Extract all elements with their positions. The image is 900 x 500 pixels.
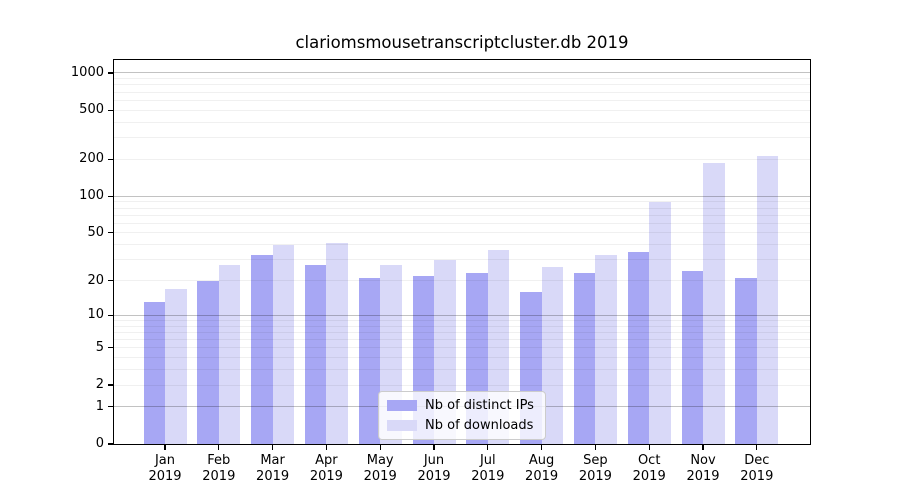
bar-downloads-dec <box>756 156 779 444</box>
x-tick-label: Jul 2019 <box>471 453 505 484</box>
gridline-minor <box>114 232 810 234</box>
gridline-minor <box>114 158 810 160</box>
gridline-minor <box>114 99 810 101</box>
x-tick-mark <box>594 445 596 450</box>
gridline-minor <box>114 259 810 261</box>
x-tick-mark <box>379 445 381 450</box>
gridline-minor <box>114 84 810 86</box>
plot-area: Nb of distinct IPs Nb of downloads <box>114 60 810 444</box>
x-tick-label: Jan 2019 <box>148 453 182 484</box>
gridline-minor <box>114 109 810 111</box>
legend-item-distinct-ips: Nb of distinct IPs <box>387 397 537 414</box>
gridline-minor <box>114 222 810 224</box>
x-tick-label: Oct 2019 <box>632 453 666 484</box>
gridline-minor <box>114 137 810 139</box>
x-tick-mark <box>272 445 274 450</box>
bar-ips-dec <box>735 278 757 444</box>
x-tick-label: May 2019 <box>363 453 397 484</box>
legend-item-downloads: Nb of downloads <box>387 417 537 434</box>
legend-label-ips: Nb of distinct IPs <box>425 398 534 413</box>
gridline-minor <box>114 331 810 333</box>
gridline-major <box>114 314 810 316</box>
y-tick-label: 1000 <box>70 64 104 80</box>
gridline-major <box>114 195 810 197</box>
y-tick-label: 5 <box>95 339 104 355</box>
bar-ips-feb <box>197 280 219 444</box>
gridline-minor <box>114 78 810 80</box>
bar-downloads-apr <box>326 243 348 444</box>
bar-downloads-mar <box>272 244 295 444</box>
gridline-minor <box>114 325 810 327</box>
x-tick-mark <box>487 445 489 450</box>
x-tick-label: Feb 2019 <box>202 453 236 484</box>
legend: Nb of distinct IPs Nb of downloads <box>378 391 546 440</box>
x-tick-mark <box>164 445 166 450</box>
gridline-minor <box>114 384 810 386</box>
x-tick-label: Nov 2019 <box>686 453 720 484</box>
gridline-minor <box>114 214 810 216</box>
x-tick-label: Jun 2019 <box>417 453 451 484</box>
y-tick-label: 0 <box>95 436 104 451</box>
x-tick-mark <box>433 445 435 450</box>
y-tick-label: 10 <box>87 307 104 323</box>
gridline-major <box>114 72 810 74</box>
bar-ips-sep <box>573 273 596 444</box>
chart-title: clariomsmousetranscriptcluster.db 2019 <box>295 33 629 52</box>
y-tick-label: 2 <box>95 377 104 392</box>
bar-ips-mar <box>251 254 273 444</box>
gridline-minor <box>114 369 810 371</box>
legend-swatch-downloads <box>387 420 417 431</box>
x-tick-label: Apr 2019 <box>309 453 343 484</box>
gridline-minor <box>114 244 810 246</box>
bar-downloads-feb <box>218 265 241 444</box>
gridline-minor <box>114 347 810 349</box>
gridline-minor <box>114 121 810 123</box>
bar-ips-jan <box>143 302 165 444</box>
gridline-minor <box>114 201 810 203</box>
x-tick-mark <box>702 445 704 450</box>
bar-downloads-sep <box>595 254 617 444</box>
bar-downloads-jan <box>165 288 187 444</box>
gridline-minor <box>114 357 810 359</box>
gridline-minor <box>114 280 810 281</box>
x-tick-mark <box>648 445 650 450</box>
y-tick-label: 500 <box>79 102 104 118</box>
bar-ips-apr <box>304 265 327 444</box>
x-tick-mark <box>218 445 220 450</box>
y-tick-label: 200 <box>79 151 104 167</box>
x-tick-mark <box>756 445 758 450</box>
x-tick-mark <box>325 445 327 450</box>
bar-ips-may <box>358 278 381 444</box>
x-tick-label: Aug 2019 <box>525 453 559 484</box>
x-tick-label: Mar 2019 <box>256 453 290 484</box>
gridline-minor <box>114 91 810 93</box>
x-tick-label: Dec 2019 <box>740 453 774 484</box>
legend-swatch-ips <box>387 400 417 411</box>
y-tick-label: 50 <box>87 224 104 240</box>
y-tick-label: 1 <box>95 398 104 414</box>
x-tick-label: Sep 2019 <box>578 453 612 484</box>
legend-label-downloads: Nb of downloads <box>425 418 534 433</box>
y-tick-label: 20 <box>87 272 104 288</box>
gridline-minor <box>114 207 810 209</box>
bar-downloads-oct <box>649 201 671 444</box>
gridline-minor <box>114 319 810 321</box>
bar-downloads-aug <box>541 267 564 444</box>
y-tick-label: 100 <box>79 188 104 204</box>
gridline-minor <box>114 339 810 340</box>
x-tick-mark <box>541 445 543 450</box>
bar-downloads-nov <box>703 163 725 444</box>
